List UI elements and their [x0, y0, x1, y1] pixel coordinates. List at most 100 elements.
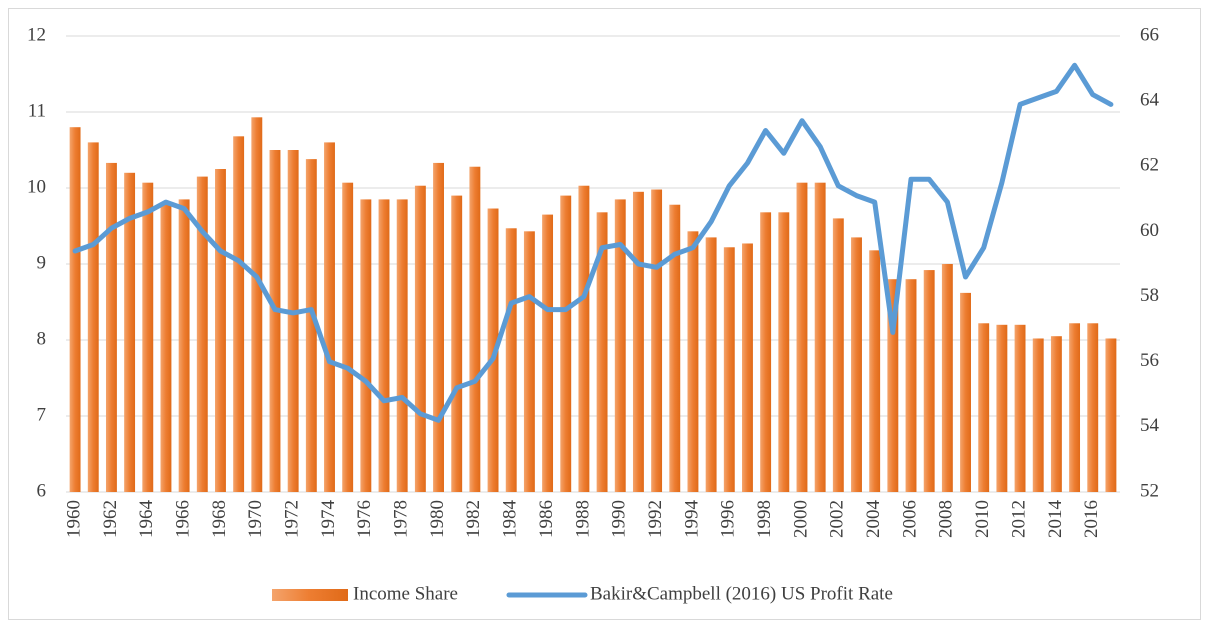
x-tick-label: 1978	[391, 500, 412, 538]
x-tick-label: 2008	[936, 500, 957, 538]
x-tick-label: 1982	[463, 500, 484, 538]
y2-tick-label: 54	[1140, 415, 1160, 436]
x-tick-label: 1962	[100, 500, 121, 538]
x-tick-label: 1972	[282, 500, 303, 538]
y-tick-label: 7	[37, 404, 47, 425]
bar	[105, 162, 117, 493]
bar	[923, 270, 935, 492]
bar	[414, 185, 426, 492]
bar	[796, 182, 808, 492]
x-tick-label: 1988	[572, 500, 593, 538]
x-tick-label: 1994	[681, 500, 702, 539]
bar	[124, 172, 136, 493]
bar	[433, 162, 444, 493]
bar	[1105, 338, 1117, 492]
bar	[1014, 324, 1026, 492]
x-tick-label: 1966	[172, 500, 193, 538]
bar	[396, 199, 408, 492]
x-tick-label: 1968	[209, 500, 230, 538]
x-tick-label: 1970	[245, 500, 266, 538]
bar	[742, 243, 753, 492]
y-tick-label: 6	[37, 480, 47, 501]
bar	[960, 292, 971, 492]
bar	[305, 159, 317, 492]
x-tick-label: 2006	[899, 500, 920, 538]
x-tick-label: 1976	[354, 500, 375, 538]
bar	[523, 231, 535, 492]
bar	[324, 142, 335, 492]
bar	[669, 204, 681, 492]
bar	[342, 182, 354, 492]
bar	[723, 247, 735, 492]
line	[72, 62, 1114, 423]
bar	[287, 150, 299, 492]
bar	[487, 208, 499, 492]
x-tick-label: 1986	[536, 500, 557, 538]
bar	[1032, 338, 1044, 492]
y-tick-label: 11	[28, 100, 46, 121]
bar	[814, 182, 826, 492]
bar	[614, 199, 626, 492]
bar	[233, 136, 245, 492]
x-tick-label: 1990	[609, 500, 630, 538]
bar	[178, 199, 190, 492]
y2-tick-label: 62	[1140, 155, 1159, 176]
x-tick-label: 2010	[972, 500, 993, 538]
y2-tick-label: 60	[1140, 220, 1159, 241]
bar	[215, 169, 226, 492]
x-tick-label: 1998	[754, 500, 775, 538]
y-tick-label: 12	[27, 24, 46, 45]
legend-label: Income Share	[353, 583, 458, 604]
bar	[596, 212, 608, 492]
bar	[578, 185, 590, 492]
bar	[941, 264, 953, 492]
bar	[87, 142, 99, 492]
x-tick-label: 2016	[1081, 500, 1102, 538]
bar	[1050, 336, 1062, 492]
bar	[251, 117, 263, 492]
y2-tick-label: 56	[1140, 350, 1159, 371]
bar	[978, 323, 990, 492]
bar	[651, 189, 663, 492]
bar	[542, 214, 554, 492]
bar	[887, 279, 899, 492]
x-tick-label: 1980	[427, 500, 448, 538]
y-tick-label: 10	[27, 176, 46, 197]
legend-label: Bakir&Campbell (2016) US Profit Rate	[590, 583, 893, 604]
bar	[760, 212, 772, 492]
bar	[869, 250, 881, 492]
bar	[160, 203, 172, 492]
bar	[1087, 323, 1099, 492]
bar	[905, 279, 917, 492]
y2-tick-label: 58	[1140, 285, 1159, 306]
bar	[560, 195, 572, 492]
bar	[505, 228, 517, 492]
y2-tick-label: 52	[1140, 480, 1159, 501]
bar	[632, 191, 644, 493]
bar	[851, 237, 862, 492]
x-tick-label: 2012	[1008, 500, 1029, 538]
y-tick-label: 8	[37, 328, 47, 349]
bar	[832, 218, 844, 492]
x-tick-label: 1996	[718, 500, 739, 538]
bar	[996, 324, 1008, 492]
y2-tick-label: 66	[1140, 24, 1159, 45]
bar	[69, 127, 81, 492]
bar	[269, 150, 281, 492]
bar	[778, 212, 790, 492]
y-tick-label: 9	[37, 252, 47, 273]
bar	[687, 231, 699, 492]
x-tick-label: 1992	[645, 500, 666, 538]
bar	[360, 199, 372, 492]
y2-tick-label: 64	[1140, 90, 1160, 111]
legend-swatch	[272, 589, 348, 601]
x-tick-label: 2004	[863, 500, 884, 539]
x-tick-label: 1974	[318, 500, 339, 539]
x-tick-label: 1964	[136, 500, 157, 539]
bar	[196, 176, 208, 492]
bar	[469, 166, 481, 492]
bar	[1069, 323, 1081, 492]
bar	[142, 182, 154, 492]
x-tick-label: 2002	[827, 500, 848, 538]
